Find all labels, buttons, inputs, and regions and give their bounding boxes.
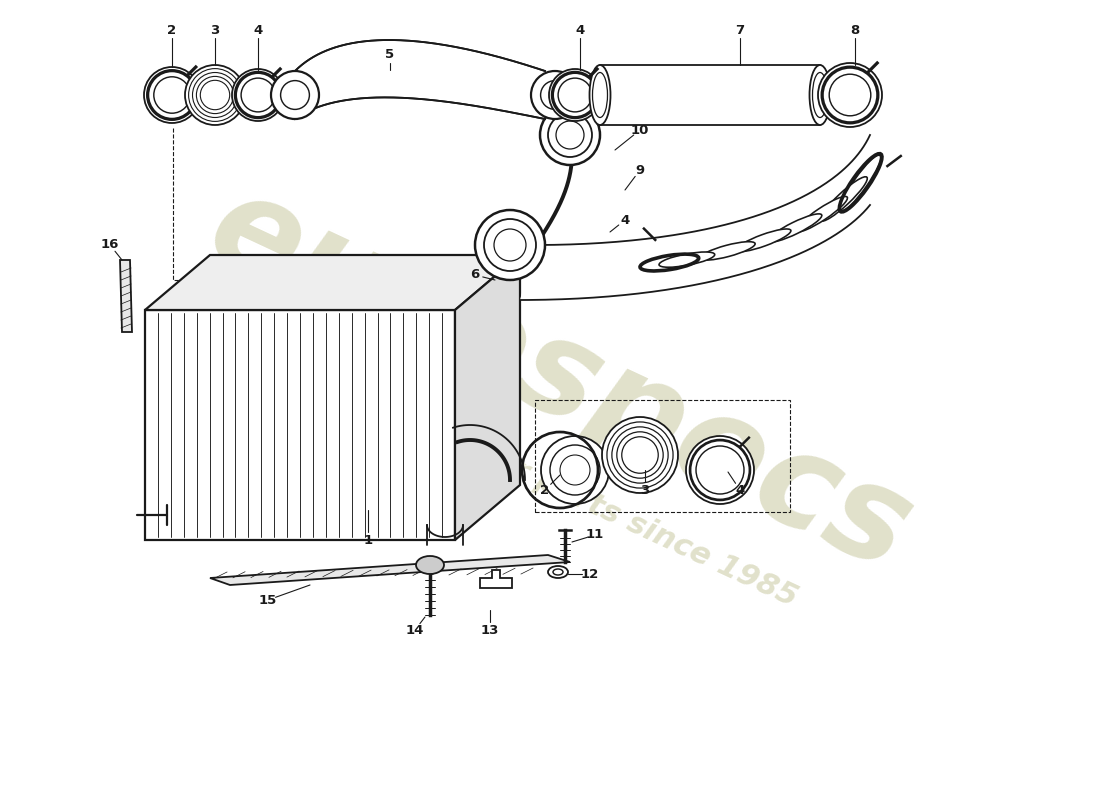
Ellipse shape xyxy=(540,105,600,165)
Polygon shape xyxy=(145,310,455,540)
Polygon shape xyxy=(295,40,544,119)
Text: 4: 4 xyxy=(620,214,629,226)
Polygon shape xyxy=(520,135,870,300)
Text: 12: 12 xyxy=(581,567,600,581)
Text: 15: 15 xyxy=(258,594,277,606)
Ellipse shape xyxy=(840,155,881,210)
Ellipse shape xyxy=(549,69,601,121)
Ellipse shape xyxy=(686,436,754,504)
Text: 8: 8 xyxy=(850,23,859,37)
Ellipse shape xyxy=(590,65,610,125)
Polygon shape xyxy=(145,255,520,310)
Ellipse shape xyxy=(241,78,275,112)
Text: eurospecs: eurospecs xyxy=(189,162,931,598)
Ellipse shape xyxy=(696,446,744,494)
Ellipse shape xyxy=(185,65,245,125)
Text: 11: 11 xyxy=(586,529,604,542)
Ellipse shape xyxy=(540,81,570,110)
Ellipse shape xyxy=(154,77,190,114)
Text: 2: 2 xyxy=(540,483,550,497)
Polygon shape xyxy=(480,570,512,588)
Ellipse shape xyxy=(232,69,284,121)
Text: 14: 14 xyxy=(406,623,425,637)
Text: 1: 1 xyxy=(363,534,373,546)
Text: 5: 5 xyxy=(385,49,395,62)
Ellipse shape xyxy=(144,67,200,123)
Ellipse shape xyxy=(810,65,830,125)
Ellipse shape xyxy=(818,63,882,127)
Text: 16: 16 xyxy=(101,238,119,251)
Ellipse shape xyxy=(556,121,584,149)
Text: a passion for parts since 1985: a passion for parts since 1985 xyxy=(319,367,802,613)
Text: 4: 4 xyxy=(253,23,263,37)
Ellipse shape xyxy=(829,74,871,116)
Ellipse shape xyxy=(659,252,715,267)
Ellipse shape xyxy=(416,556,444,574)
Text: 7: 7 xyxy=(736,23,745,37)
Ellipse shape xyxy=(475,210,544,280)
Text: 2: 2 xyxy=(167,23,177,37)
Polygon shape xyxy=(120,260,132,332)
Ellipse shape xyxy=(548,113,592,157)
Text: 4: 4 xyxy=(575,23,584,37)
Ellipse shape xyxy=(484,219,536,271)
Ellipse shape xyxy=(531,71,579,119)
Ellipse shape xyxy=(813,73,827,118)
Text: 3: 3 xyxy=(210,23,220,37)
Text: 13: 13 xyxy=(481,623,499,637)
Text: 3: 3 xyxy=(640,483,650,497)
Ellipse shape xyxy=(553,569,563,575)
Text: 9: 9 xyxy=(636,163,645,177)
Text: 10: 10 xyxy=(630,123,649,137)
Ellipse shape xyxy=(558,78,592,112)
Ellipse shape xyxy=(560,455,590,485)
Ellipse shape xyxy=(280,81,309,110)
Ellipse shape xyxy=(548,566,568,578)
Polygon shape xyxy=(455,255,520,540)
Ellipse shape xyxy=(602,417,678,493)
Ellipse shape xyxy=(494,229,526,261)
Ellipse shape xyxy=(550,445,600,495)
Text: 6: 6 xyxy=(471,269,480,282)
Ellipse shape xyxy=(593,73,607,118)
Ellipse shape xyxy=(769,214,822,242)
Text: 4: 4 xyxy=(736,483,745,497)
Ellipse shape xyxy=(541,436,609,504)
Ellipse shape xyxy=(700,242,755,260)
Ellipse shape xyxy=(821,177,867,222)
Ellipse shape xyxy=(271,71,319,119)
Polygon shape xyxy=(210,555,570,585)
Ellipse shape xyxy=(796,197,847,232)
Ellipse shape xyxy=(736,229,791,251)
